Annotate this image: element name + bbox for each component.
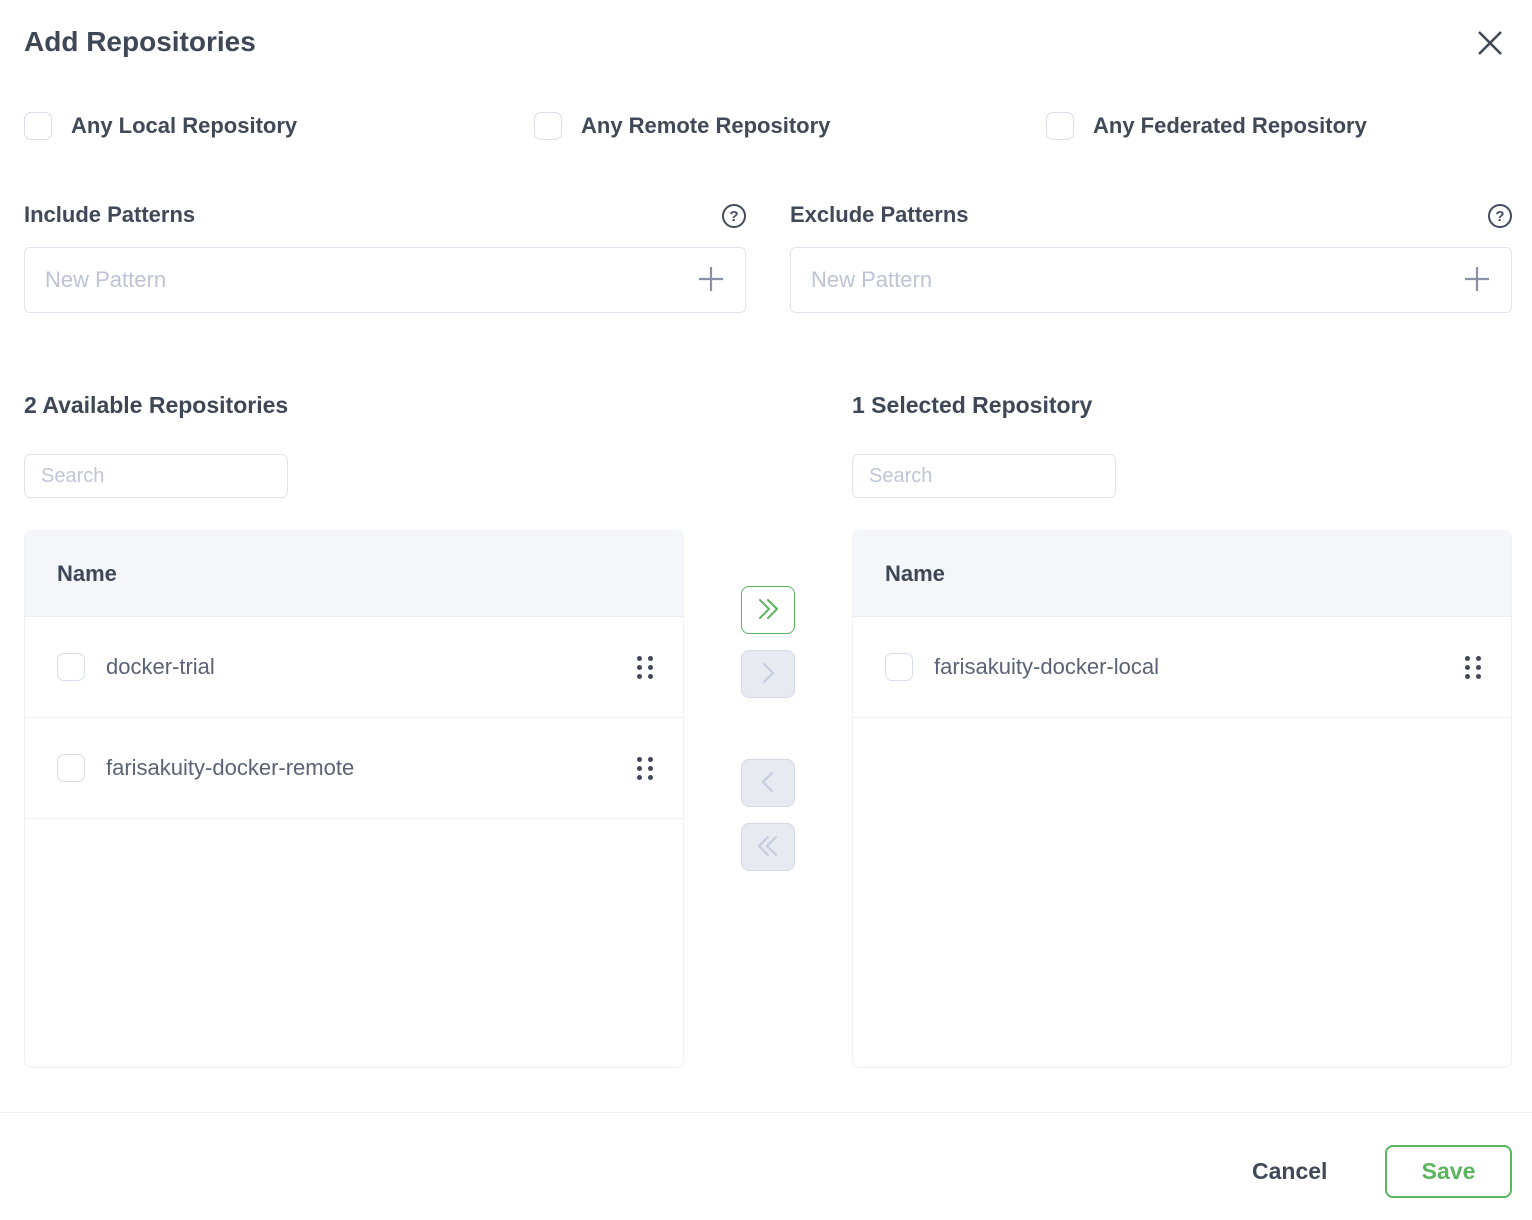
drag-handle-icon[interactable] xyxy=(633,753,657,784)
save-button[interactable]: Save xyxy=(1385,1145,1512,1198)
cancel-button[interactable]: Cancel xyxy=(1240,1150,1339,1193)
exclude-pattern-input[interactable] xyxy=(811,267,1461,293)
any-federated-repository-checkbox[interactable] xyxy=(1046,112,1074,140)
selected-search-input[interactable] xyxy=(852,454,1116,498)
include-pattern-field xyxy=(24,247,746,313)
add-include-pattern-button[interactable] xyxy=(695,263,727,298)
any-local-repository-option[interactable]: Any Local Repository xyxy=(24,112,297,140)
drag-handle-icon[interactable] xyxy=(1461,652,1485,683)
page-title: Add Repositories xyxy=(24,26,256,57)
move-left-button[interactable] xyxy=(741,759,795,807)
table-row[interactable]: farisakuity-docker-remote xyxy=(25,718,683,819)
close-button[interactable] xyxy=(1472,26,1508,62)
available-repositories-heading: 2 Available Repositories xyxy=(24,392,289,418)
available-search-input[interactable] xyxy=(24,454,288,498)
any-federated-repository-option[interactable]: Any Federated Repository xyxy=(1046,112,1367,140)
any-federated-repository-label: Any Federated Repository xyxy=(1093,113,1367,138)
any-remote-repository-label: Any Remote Repository xyxy=(581,113,831,138)
row-checkbox[interactable] xyxy=(57,754,85,782)
include-patterns-label: Include Patterns xyxy=(24,202,196,227)
include-patterns-help-icon[interactable]: ? xyxy=(722,204,746,228)
row-checkbox[interactable] xyxy=(885,653,913,681)
add-exclude-pattern-button[interactable] xyxy=(1461,263,1493,298)
plus-icon xyxy=(695,263,727,298)
any-remote-repository-option[interactable]: Any Remote Repository xyxy=(534,112,830,140)
move-all-right-button[interactable] xyxy=(741,586,795,634)
chevron-left-icon xyxy=(755,770,781,797)
move-all-left-button[interactable] xyxy=(741,823,795,871)
any-local-repository-checkbox[interactable] xyxy=(24,112,52,140)
any-local-repository-label: Any Local Repository xyxy=(71,113,298,138)
exclude-patterns-label: Exclude Patterns xyxy=(790,202,969,227)
selected-repository-heading: 1 Selected Repository xyxy=(852,392,1093,418)
move-right-button[interactable] xyxy=(741,650,795,698)
close-icon xyxy=(1475,28,1505,61)
table-row[interactable]: farisakuity-docker-local xyxy=(853,617,1511,718)
double-chevron-right-icon xyxy=(755,597,781,624)
row-checkbox[interactable] xyxy=(57,653,85,681)
available-repositories-table: Name docker-trial farisakuity-docker-rem… xyxy=(24,530,684,1068)
available-name-column-header: Name xyxy=(25,531,683,617)
include-pattern-input[interactable] xyxy=(45,267,695,293)
table-row[interactable]: docker-trial xyxy=(25,617,683,718)
double-chevron-left-icon xyxy=(755,834,781,861)
repository-name: docker-trial xyxy=(106,654,215,679)
selected-name-column-header: Name xyxy=(853,531,1511,617)
exclude-patterns-help-icon[interactable]: ? xyxy=(1488,204,1512,228)
plus-icon xyxy=(1461,263,1493,298)
chevron-right-icon xyxy=(755,661,781,688)
repository-name: farisakuity-docker-local xyxy=(934,654,1159,679)
repository-name: farisakuity-docker-remote xyxy=(106,755,355,780)
footer-divider xyxy=(0,1112,1532,1113)
exclude-pattern-field xyxy=(790,247,1512,313)
selected-repositories-table: Name farisakuity-docker-local xyxy=(852,530,1512,1068)
drag-handle-icon[interactable] xyxy=(633,652,657,683)
any-remote-repository-checkbox[interactable] xyxy=(534,112,562,140)
